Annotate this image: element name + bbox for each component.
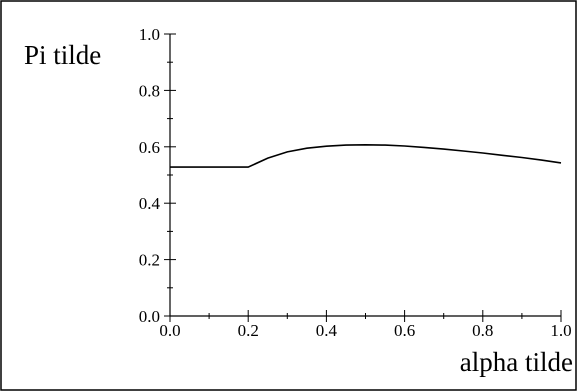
x-tick-label: 0.0 [159, 321, 180, 340]
series-line [170, 143, 562, 168]
y-axis-ticks: 0.0 0.2 0.4 0.6 0.8 1.0 [139, 25, 176, 326]
x-axis-ticks: 0.0 0.2 0.4 0.6 0.8 1.0 [159, 310, 572, 340]
y-tick-label: 0.2 [139, 251, 160, 270]
y-tick-label: 1.0 [139, 25, 160, 44]
x-tick-label: 0.6 [394, 321, 415, 340]
y-tick-label: 0.6 [139, 138, 160, 157]
y-tick-label: 0.0 [139, 307, 160, 326]
x-tick-label: 1.0 [550, 321, 571, 340]
x-tick-label: 0.2 [238, 321, 259, 340]
x-axis-title: alpha tilde [460, 347, 573, 377]
y-axis-title: Pi tilde [24, 40, 101, 70]
x-tick-label: 0.4 [316, 321, 338, 340]
y-tick-label: 0.4 [139, 194, 161, 213]
y-tick-label: 0.8 [139, 81, 160, 100]
x-tick-label: 0.8 [472, 321, 493, 340]
series-layer [170, 143, 562, 168]
